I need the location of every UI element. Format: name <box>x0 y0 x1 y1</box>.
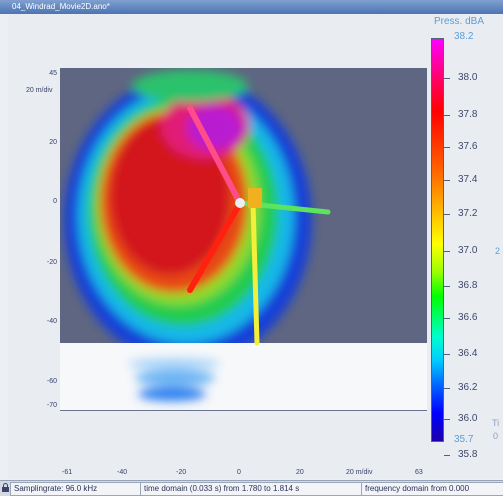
window-title: 04_Windrad_Movie2D.ano* <box>12 2 110 11</box>
x-tick-0: 0 <box>237 469 241 476</box>
x-tick-minus20: -20 <box>176 469 187 476</box>
y-tick-minus20: -20 <box>46 259 57 266</box>
colorbar-label-37.2: 37.2 <box>458 208 478 219</box>
lock-icon <box>2 483 9 492</box>
colorbar-tick <box>444 115 450 116</box>
y-tick-minus40: -40 <box>46 318 57 325</box>
colorbar-label-36.2: 36.2 <box>458 382 478 393</box>
status-bar: Samplingrate: 96.0 kHz time domain (0.03… <box>0 480 503 496</box>
frequency-domain-field: frequency domain from 0.000 <box>361 482 503 496</box>
colorbar-tick <box>444 251 450 252</box>
colorbar-tick <box>444 147 450 148</box>
y-tick-45: 45 <box>49 70 57 77</box>
colorbar-label-37.8: 37.8 <box>458 109 478 120</box>
colorbar-label-38.0: 38.0 <box>458 72 478 83</box>
colorbar-label-37.0: 37.0 <box>458 245 478 256</box>
acoustic-photo-plot[interactable] <box>60 68 427 410</box>
x-tick-63: 63 <box>415 469 423 476</box>
title-bar: 04_Windrad_Movie2D.ano* <box>0 0 503 14</box>
colorbar-tick <box>444 388 450 389</box>
colorbar-tick <box>444 419 450 420</box>
sound-map-overlay <box>60 68 427 410</box>
samplingrate-field: Samplingrate: 96.0 kHz <box>10 482 144 496</box>
colorbar-label-36.0: 36.0 <box>458 413 478 424</box>
wind-turbine <box>187 105 331 346</box>
y-scale-label: 20 m/div <box>26 87 53 94</box>
colorbar-label-37.6: 37.6 <box>458 141 478 152</box>
x-tick-minus40: -40 <box>117 469 128 476</box>
color-scale-bar <box>431 38 444 442</box>
colorbar-min-label: 35.7 <box>454 434 474 445</box>
colorbar-tick <box>444 78 450 79</box>
y-tick-minus70: -70 <box>46 402 57 409</box>
colorbar-tick <box>444 318 450 319</box>
y-tick-20: 20 <box>49 139 57 146</box>
x-tick-20: 20 <box>296 469 304 476</box>
y-tick-0: 0 <box>53 198 57 205</box>
colorbar-tick <box>444 455 450 456</box>
colorbar-tick <box>444 354 450 355</box>
x-scale-label: 20 m/div <box>346 469 373 476</box>
x-axis-line <box>60 410 427 411</box>
time-domain-field: time domain (0.033 s) from 1.780 to 1.81… <box>140 482 365 496</box>
colorbar-label-35.8: 35.8 <box>458 449 478 460</box>
colorbar-cut-label-bottom-2: 0 <box>493 431 499 441</box>
colorbar-tick <box>444 286 450 287</box>
y-tick-minus60: -60 <box>46 378 57 385</box>
colorbar-tick <box>444 180 450 181</box>
x-tick-minus61: -61 <box>62 469 73 476</box>
colorbar-label-36.8: 36.8 <box>458 280 478 291</box>
colorbar-title: Press. dBA <box>434 16 485 27</box>
colorbar-max-label: 38.2 <box>454 31 474 42</box>
colorbar-label-36.4: 36.4 <box>458 348 478 359</box>
colorbar-cut-label-bottom-1: Ti <box>492 418 500 428</box>
colorbar-tick <box>444 214 450 215</box>
colorbar-label-36.6: 36.6 <box>458 312 478 323</box>
colorbar-cut-label: 2 <box>495 246 501 256</box>
colorbar-label-37.4: 37.4 <box>458 174 478 185</box>
